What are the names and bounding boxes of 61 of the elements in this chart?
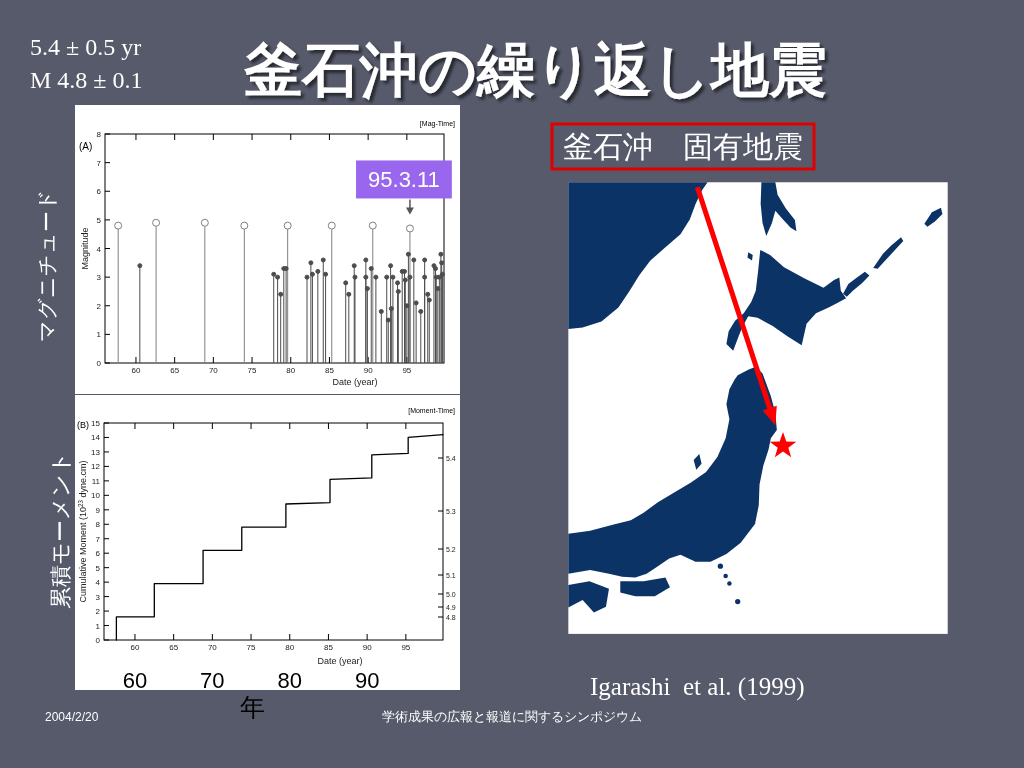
text: 累積モーメント bbox=[48, 451, 73, 609]
y-tick-label: 6 bbox=[96, 187, 102, 197]
x2-axis-title: 年 bbox=[239, 693, 265, 721]
x-tick-label: 80 bbox=[286, 366, 296, 375]
y-tick-label: 7 bbox=[95, 534, 101, 544]
y-tick-label: 2 bbox=[95, 607, 101, 617]
y-tick-label: 6 bbox=[95, 549, 101, 559]
y-tick-label: 13 bbox=[91, 447, 101, 457]
y-tick-label: 0 bbox=[96, 359, 102, 368]
x2-tick-label: 70 bbox=[200, 668, 225, 693]
x-tick-label: 80 bbox=[285, 643, 295, 652]
y-tick-label: 0 bbox=[95, 636, 101, 645]
text: M 4.8 ± 0.1 bbox=[30, 67, 143, 93]
x-tick-label: 70 bbox=[207, 643, 218, 652]
text: 釜石沖の繰り返し地震 bbox=[242, 37, 827, 102]
x-tick-label: 60 bbox=[130, 643, 140, 652]
y-tick-label: 1 bbox=[96, 330, 102, 340]
y-tick-label: 8 bbox=[96, 130, 102, 139]
y-tick-label: 4 bbox=[95, 578, 101, 588]
x-tick-label: 75 bbox=[246, 643, 257, 652]
text: 5.4 ± 0.5 yr bbox=[30, 34, 142, 60]
y-tick-label: 7 bbox=[96, 158, 102, 168]
y-tick-label: 14 bbox=[91, 433, 101, 443]
text: マグニチュード bbox=[35, 188, 58, 342]
text: (B) bbox=[77, 420, 89, 430]
x-tick-label: 75 bbox=[247, 366, 258, 375]
x-tick-label: 95 bbox=[401, 643, 411, 652]
x2-tick-label: 60 bbox=[122, 668, 148, 693]
y-tick-label: 15 bbox=[91, 419, 101, 428]
x-tick-label: 85 bbox=[324, 643, 334, 652]
x-tick-label: 90 bbox=[363, 366, 374, 375]
x2-tick-label: 80 bbox=[277, 668, 302, 693]
x-tick-label: 85 bbox=[325, 366, 335, 375]
text: 2004/2/20 bbox=[45, 710, 99, 724]
y-tick-label: 3 bbox=[95, 592, 101, 602]
y-tick-label: 12 bbox=[91, 462, 101, 472]
y-tick-label: 10 bbox=[91, 491, 101, 501]
text: (A) bbox=[79, 141, 93, 152]
x-tick-label: 60 bbox=[131, 366, 141, 375]
y-tick-label: 11 bbox=[91, 476, 101, 486]
text: Igarashi et al. (1999) bbox=[590, 673, 805, 701]
y-tick-label: 2 bbox=[96, 301, 102, 311]
text: 釜石沖 固有地震 bbox=[563, 130, 803, 163]
annotation: 95.3.11 bbox=[368, 167, 440, 193]
y-tick-label: 9 bbox=[95, 505, 101, 515]
x-tick-label: 95 bbox=[402, 366, 412, 375]
x-axis-title: Date (year) bbox=[332, 377, 378, 387]
y-tick-label: 5 bbox=[96, 215, 102, 225]
y-tick-label: 5 bbox=[95, 563, 101, 573]
y-tick-label: 1 bbox=[95, 621, 101, 631]
x-tick-label: 90 bbox=[362, 643, 373, 652]
text: 学術成果の広報と報道に関するシンポジウム bbox=[382, 709, 642, 724]
y-axis-title: Magnitude bbox=[80, 227, 90, 270]
x-tick-label: 70 bbox=[208, 366, 219, 375]
y-tick-label: 8 bbox=[95, 520, 101, 530]
x-axis-title: Date (year) bbox=[317, 656, 363, 666]
y-tick-label: 4 bbox=[96, 244, 102, 254]
y-tick-label: 3 bbox=[96, 273, 102, 283]
x-tick-label: 65 bbox=[169, 643, 179, 652]
x-tick-label: 65 bbox=[170, 366, 180, 375]
x2-tick-label: 90 bbox=[354, 668, 380, 693]
